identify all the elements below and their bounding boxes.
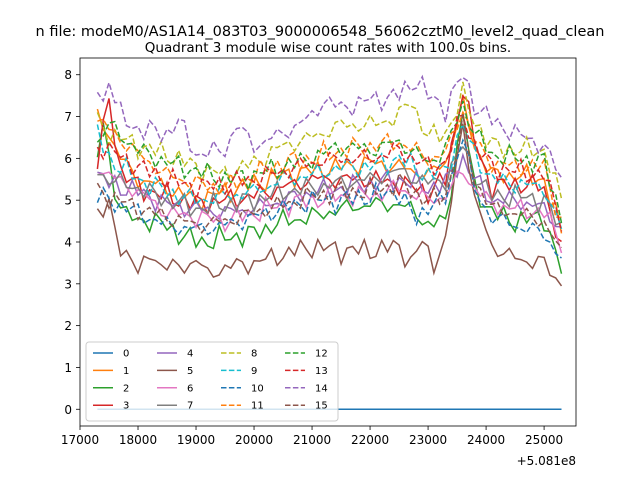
x-offset-label: +5.081e8 <box>517 454 576 468</box>
series-line-11 <box>97 110 562 218</box>
x-axis: 17000 18000 19000 20000 21000 22000 23000 24000… <box>61 426 563 447</box>
legend-label-0: 0 <box>123 349 129 360</box>
x-tick-label: 25000 <box>525 433 563 447</box>
x-tick-label: 21000 <box>293 433 331 447</box>
chart-suptitle: n file: modeM0/AS1A14_083T03_9000006548_… <box>36 24 605 40</box>
y-axis: 0 1 2 3 4 5 6 7 8 <box>64 68 80 417</box>
legend-label-11: 11 <box>251 401 264 412</box>
y-tick-label: 8 <box>64 68 72 82</box>
y-tick-label: 4 <box>64 236 72 250</box>
legend-label-15: 15 <box>315 401 328 412</box>
legend-label-6: 6 <box>187 383 193 394</box>
x-tick-label: 17000 <box>61 433 99 447</box>
y-tick-label: 0 <box>64 403 72 417</box>
series-lines <box>96 74 563 411</box>
y-tick-label: 7 <box>64 110 72 124</box>
x-tick-label: 20000 <box>235 433 273 447</box>
y-tick-label: 5 <box>64 194 72 208</box>
legend-label-13: 13 <box>315 366 328 377</box>
x-tick-label: 24000 <box>467 433 505 447</box>
x-tick-label: 22000 <box>351 433 389 447</box>
legend-box <box>85 341 339 422</box>
series-line-5 <box>96 123 563 287</box>
legend-label-2: 2 <box>123 383 129 394</box>
legend-label-1: 1 <box>123 366 129 377</box>
legend-label-4: 4 <box>187 349 193 360</box>
legend-label-12: 12 <box>315 349 328 360</box>
legend-label-5: 5 <box>187 366 193 377</box>
series-line-14 <box>96 74 563 179</box>
x-tick-label: 23000 <box>409 433 447 447</box>
y-tick-label: 3 <box>64 277 72 291</box>
series-line-15 <box>96 114 563 249</box>
y-tick-label: 1 <box>64 361 72 375</box>
legend-label-7: 7 <box>187 401 193 412</box>
x-tick-label: 19000 <box>177 433 215 447</box>
legend-label-9: 9 <box>251 366 257 377</box>
y-tick-label: 6 <box>64 152 72 166</box>
series-line-9 <box>96 123 563 230</box>
series-line-7 <box>97 145 562 226</box>
chart-title: Quadrant 3 module wise count rates with … <box>145 40 511 56</box>
legend-label-8: 8 <box>251 349 257 360</box>
series-line-10 <box>96 137 562 259</box>
y-tick-label: 2 <box>64 319 72 333</box>
legend-label-14: 14 <box>315 383 328 394</box>
x-tick-label: 18000 <box>119 433 157 447</box>
series-line-12 <box>96 100 563 224</box>
legend-label-3: 3 <box>123 401 129 412</box>
series-line-13 <box>96 114 563 232</box>
series-line-8 <box>96 81 563 199</box>
series-line-6 <box>97 170 563 254</box>
legend-label-10: 10 <box>251 383 264 394</box>
